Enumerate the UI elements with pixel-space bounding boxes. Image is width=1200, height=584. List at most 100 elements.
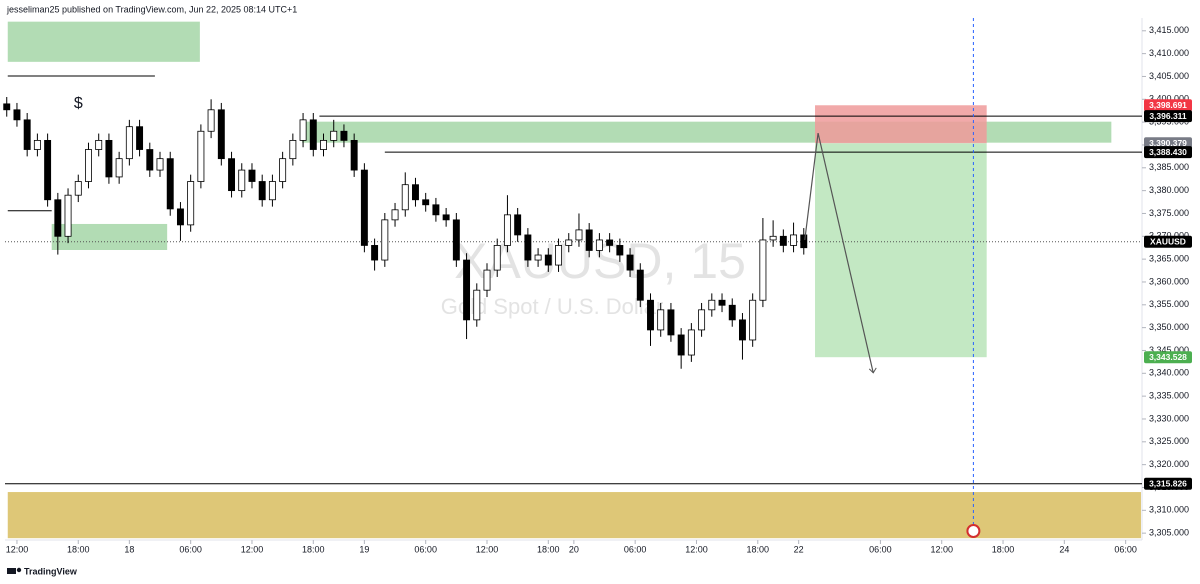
candle-body [738, 319, 746, 341]
candle-body [503, 214, 511, 246]
x-tick-label: 22 [794, 544, 804, 554]
candle-body [626, 254, 634, 271]
candle-body [555, 245, 562, 266]
zone [815, 105, 987, 144]
projection [804, 132, 874, 373]
candle-body [238, 169, 246, 192]
x-tick-label: 06:00 [624, 544, 647, 554]
candle-body [44, 139, 52, 201]
price-label-bg [1144, 477, 1192, 490]
price-label-bg [1144, 99, 1192, 112]
candle-body [657, 309, 665, 331]
x-tick-label: 24 [1059, 544, 1069, 554]
candle-body [350, 139, 358, 171]
y-tick-label: 3,325.000 [1149, 436, 1189, 446]
y-tick-label: 3,345.000 [1149, 345, 1189, 355]
price-label-bg [1144, 235, 1192, 248]
candle-body [463, 259, 471, 321]
candle-body [698, 309, 706, 331]
candle-body [23, 119, 31, 150]
candle-body [381, 219, 389, 261]
candle-body [176, 208, 184, 226]
candle-body [534, 254, 542, 261]
x-tick-label: 18:00 [747, 544, 770, 554]
candle-body [616, 245, 624, 256]
candle-body [166, 158, 174, 210]
y-tick-label: 3,305.000 [1149, 528, 1189, 538]
x-tick-label: 20 [569, 544, 579, 554]
candle-body [289, 139, 297, 160]
candle-body [524, 234, 532, 261]
candle-body [401, 184, 409, 211]
zone [7, 492, 1141, 539]
price-label: 3,315.826 [1149, 478, 1187, 488]
candle-body [800, 234, 808, 249]
price-label: 3,388.430 [1149, 147, 1187, 157]
candle-body [391, 209, 399, 221]
x-tick-label: 18 [124, 544, 134, 554]
candle-body [483, 269, 491, 291]
price-label: XAUUSD [1150, 237, 1186, 247]
candle-body [749, 299, 757, 341]
candle-body [647, 299, 654, 331]
candle-body [85, 149, 92, 182]
candle-body [677, 334, 685, 356]
candle-body [33, 139, 41, 150]
y-tick-label: 3,375.000 [1149, 208, 1189, 218]
y-tick-label: 3,365.000 [1149, 254, 1189, 264]
x-tick-label: 19 [359, 544, 369, 554]
candle-body [207, 109, 215, 132]
header: jesseliman25 published on TradingView.co… [6, 4, 297, 14]
zone [7, 21, 200, 62]
candle-body [197, 130, 205, 182]
price-label-bg [1144, 351, 1192, 364]
x-tick-label: 12:00 [476, 544, 499, 554]
candle-body [299, 119, 307, 141]
x-tick-label: 18:00 [537, 544, 560, 554]
price-label: 3,390.379 [1149, 138, 1187, 148]
candle-body [708, 299, 716, 311]
candle-body [279, 158, 287, 182]
y-tick-label: 3,335.000 [1149, 391, 1189, 401]
candle-body [64, 194, 72, 237]
y-tick-label: 3,350.000 [1149, 322, 1189, 332]
x-tick-label: 18:00 [302, 544, 325, 554]
candle-body [636, 269, 644, 301]
y-tick-label: 3,320.000 [1149, 459, 1189, 469]
x-tick-label: 12:00 [241, 544, 264, 554]
candle-body [330, 130, 338, 141]
candle-body [452, 219, 460, 261]
candle-body [514, 214, 522, 236]
footer: TradingView [24, 566, 78, 576]
candle-body [95, 139, 103, 150]
candle-body [371, 245, 379, 261]
candle-body [258, 181, 266, 201]
candle-body [74, 181, 82, 196]
candle-body [187, 181, 195, 226]
event-flag [966, 524, 981, 538]
zone [815, 143, 987, 358]
candle-body [228, 158, 236, 192]
candle-body [115, 158, 123, 178]
y-tick-label: 3,380.000 [1149, 185, 1189, 195]
x-tick-label: 06:00 [414, 544, 437, 554]
x-tick-label: 12:00 [685, 544, 708, 554]
projection-arrow [868, 367, 877, 374]
candle-body [606, 239, 614, 246]
candle-body [779, 235, 787, 246]
price-label-bg [1144, 110, 1192, 123]
candle-body [13, 109, 21, 121]
candle-body [565, 239, 573, 246]
price-label-bg [1144, 146, 1192, 159]
annotation: $ [74, 95, 83, 112]
candle-body [728, 304, 736, 321]
x-tick-label: 12:00 [6, 544, 29, 554]
candle-body [136, 126, 144, 150]
candle-body [156, 158, 164, 171]
y-tick-label: 3,410.000 [1149, 48, 1189, 58]
x-tick-label: 18:00 [992, 544, 1015, 554]
candle-body [442, 214, 450, 221]
y-tick-label: 3,355.000 [1149, 299, 1189, 309]
